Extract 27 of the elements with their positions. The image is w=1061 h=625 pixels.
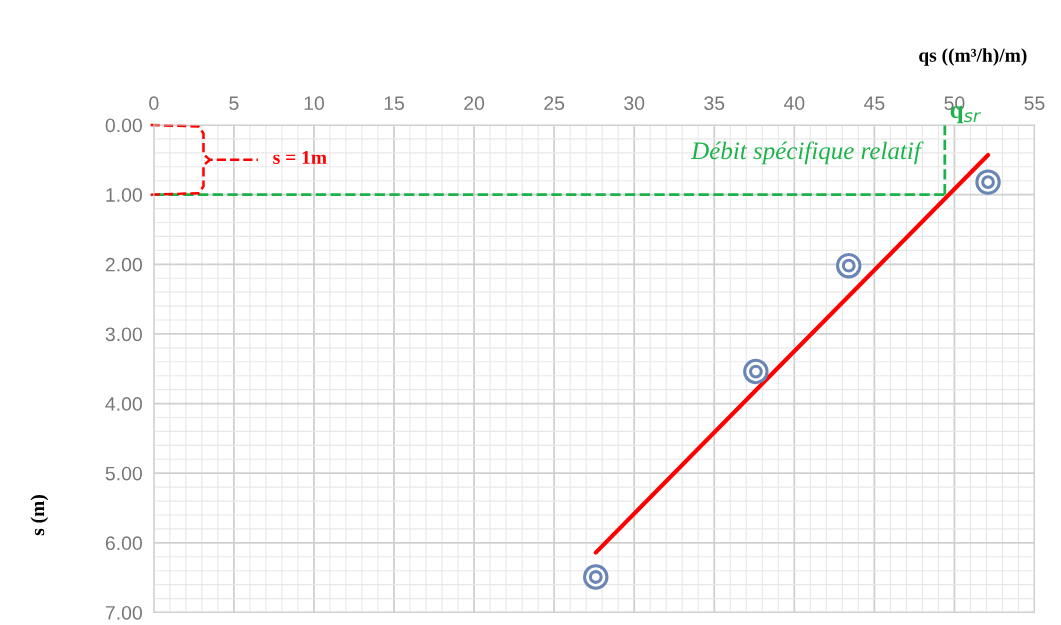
point — [583, 564, 609, 590]
point — [743, 358, 769, 385]
x-tick-label: 20 — [464, 96, 485, 111]
x-tick-label: 30 — [624, 96, 645, 111]
y-axis-title: s (m) — [30, 495, 49, 536]
y-tick-label: 7.00 — [105, 605, 142, 620]
ref-line-label: Débit spécifique relatif — [690, 141, 924, 165]
point — [975, 169, 1001, 195]
x-tick-label: 5 — [229, 96, 239, 111]
x-tick-label: 40 — [783, 96, 805, 111]
x-tick-label: 15 — [384, 96, 405, 111]
x-tick-label: 55 — [1024, 96, 1045, 111]
y-tick-label: 5.00 — [105, 466, 142, 481]
point — [836, 252, 862, 279]
x-tick-label: 0 — [149, 96, 159, 111]
y-tick-label: 1.00 — [106, 188, 142, 202]
y-tick-label: 6.00 — [105, 536, 142, 551]
y-tick-label: 2.00 — [105, 257, 142, 272]
y-tick-label: 4.00 — [105, 397, 142, 411]
x-tick-label: 35 — [704, 96, 725, 111]
x-axis-title: qs ((m³/h)/m) — [919, 48, 1027, 66]
annotation: s = 1m — [273, 150, 327, 164]
y-tick-label: 0.00 — [105, 118, 142, 133]
x-tick-label: 10 — [304, 96, 325, 111]
y-tick-label: 3.00 — [105, 327, 142, 342]
x-tick-label: 25 — [544, 96, 565, 111]
x-tick-label: 45 — [863, 96, 885, 111]
